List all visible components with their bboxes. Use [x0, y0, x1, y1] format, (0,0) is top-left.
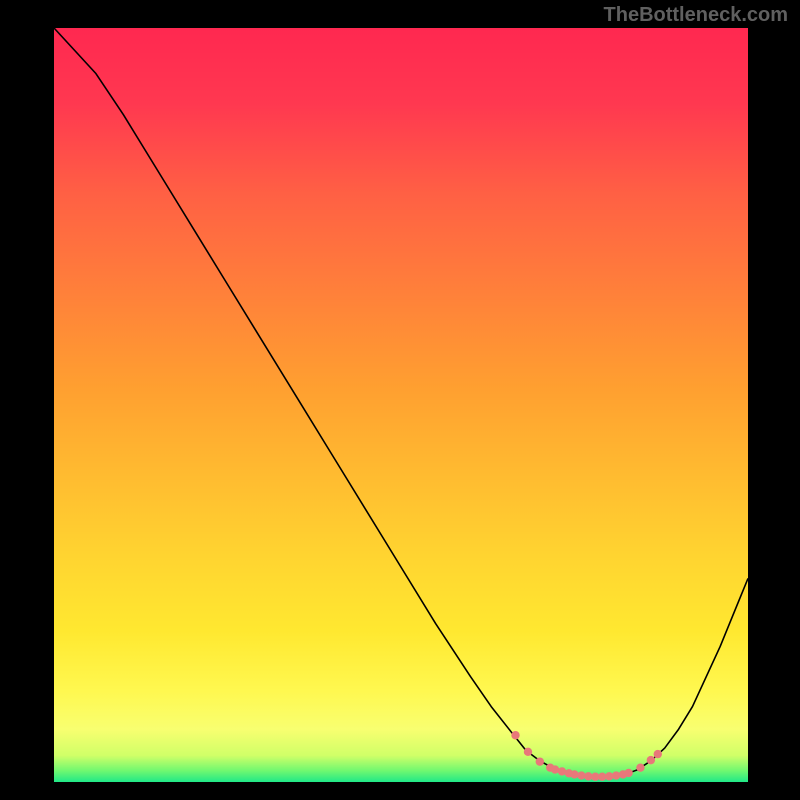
marker-point: [647, 756, 655, 764]
marker-point: [511, 731, 519, 739]
marker-point: [536, 757, 544, 765]
plot-area: [54, 28, 748, 782]
gradient-background: [54, 28, 748, 782]
marker-point: [654, 750, 662, 758]
marker-point: [636, 763, 644, 771]
chart-svg: [54, 28, 748, 782]
figure-root: TheBottleneck.com: [0, 0, 800, 800]
marker-point: [524, 748, 532, 756]
marker-point: [624, 769, 632, 777]
watermark-text: TheBottleneck.com: [604, 4, 788, 27]
